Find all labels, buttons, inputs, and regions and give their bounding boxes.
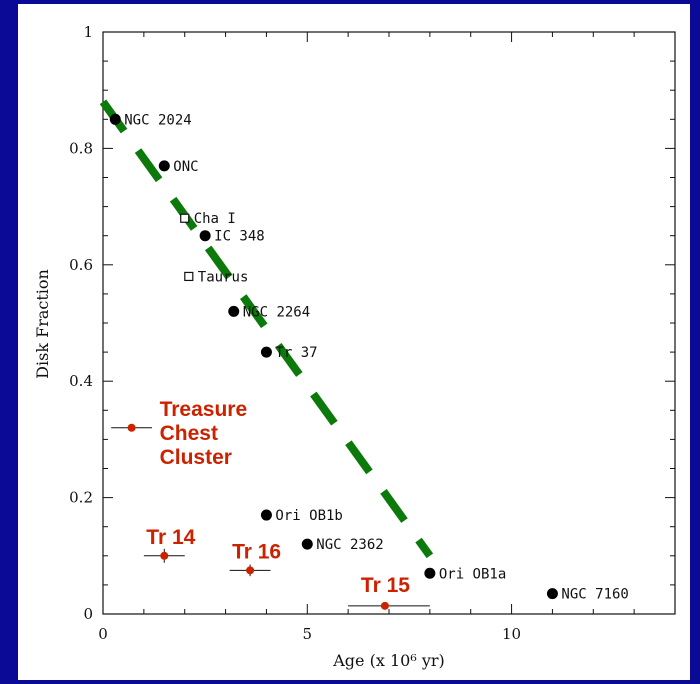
trend-layer [99,99,434,559]
y-tick-label: 0.4 [69,372,93,390]
point-label: Ori OB1a [439,566,506,582]
point-label: NGC 7160 [561,587,628,603]
point-label: ONC [173,159,198,175]
data-point-red [160,551,169,560]
point-label: Ori OB1b [275,508,342,524]
data-point-filled [424,567,436,579]
point-label: IC 348 [214,229,265,245]
red-point-label: Tr 14 [146,526,195,549]
data-point-filled [109,113,121,125]
trend-line [99,99,434,559]
ticks-layer: 0 5 10 0 0.2 0.4 0.6 0.8 1 [69,23,675,643]
point-label: Taurus [198,269,249,285]
data-point-filled [260,509,272,521]
y-tick-label: 0 [83,605,93,623]
red-point-label: Tr 16 [232,540,281,563]
data-point-filled [260,346,272,358]
data-point-filled [158,160,170,172]
y-tick-label: 0.2 [69,489,93,507]
point-label: NGC 2024 [124,112,191,128]
y-tick-label: 0.6 [69,256,93,274]
red-point-label: Cluster [160,446,232,469]
x-tick-label: 10 [502,625,521,643]
point-label: NGC 2362 [316,537,383,553]
data-point-open-square [180,213,190,223]
chart-panel: 0 5 10 0 0.2 0.4 0.6 0.8 1 NGC 2024 ONC IC 348 NGC … [18,4,690,680]
x-tick-label: 5 [303,625,313,643]
data-point-red [246,566,255,575]
red-point-label: Tr 15 [361,574,410,597]
data-point-filled [228,305,240,317]
red-point-label: Treasure [160,398,248,421]
point-label: NGC 2264 [243,304,310,320]
red-point-label: Chest [160,422,218,445]
y-tick-label: 1 [83,23,93,41]
data-point-red [380,601,389,610]
point-label: Cha I [194,211,236,227]
data-point-filled [199,230,211,242]
x-axis-label: Age (x 10⁶ yr) [332,651,445,670]
data-point-red [127,423,136,432]
points-layer [109,113,558,610]
data-point-open-square [184,271,194,282]
data-point-filled [301,538,313,550]
y-axis-label: Disk Fraction [33,269,52,379]
labels-layer: NGC 2024 ONC IC 348 NGC 2264 Tr 37 Ori OB1b NG… [124,112,629,602]
x-tick-label: 0 [98,625,108,643]
point-label: Tr 37 [275,345,317,361]
data-point-filled [546,588,558,600]
y-tick-label: 0.8 [69,139,93,157]
